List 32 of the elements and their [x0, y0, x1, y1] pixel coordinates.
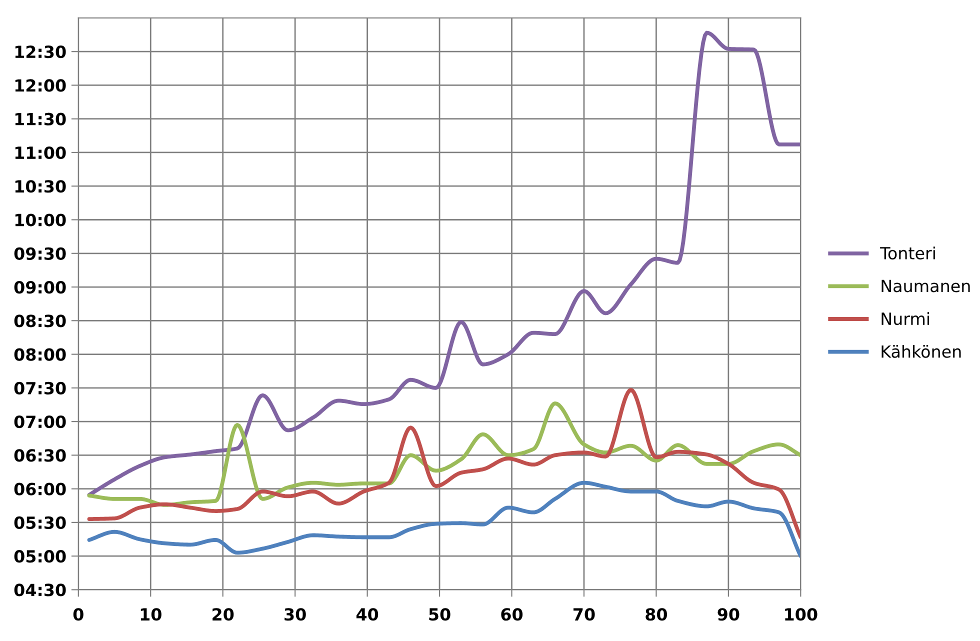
x-tick-label: 30: [284, 608, 306, 621]
y-tick-label: 10:30: [15, 180, 66, 193]
y-tick-label: 09:00: [14, 280, 66, 294]
x-tick-label: 90: [718, 608, 740, 621]
y-tick-label: 07:30: [14, 382, 66, 394]
x-tick-label: 10: [140, 608, 162, 621]
y-tick-label: 06:00: [14, 482, 66, 496]
legend-label: Nurmi: [882, 312, 929, 326]
y-tick-label: 04:30: [14, 584, 66, 596]
legend-label: Kähkönen: [882, 344, 961, 358]
y-tick-label: 07:00: [14, 416, 66, 428]
x-tick-label: 0: [73, 608, 84, 621]
y-tick-label: 08:30: [14, 314, 66, 328]
y-tick-label: 12:30: [15, 46, 66, 58]
y-tick-label: 11:00: [15, 146, 66, 160]
legend-label: Tonteri: [880, 246, 935, 260]
y-tick-label: 09:30: [14, 247, 66, 260]
y-tick-label: 06:30: [14, 449, 66, 462]
y-tick-label: 12:00: [15, 79, 66, 92]
x-tick-label: 80: [646, 608, 668, 621]
x-tick-label: 40: [356, 608, 378, 621]
legend-label: Naumanen: [882, 280, 970, 292]
y-tick-label: 05:00: [14, 550, 66, 563]
x-tick-label: 60: [501, 608, 523, 621]
x-tick-label: 50: [429, 608, 450, 621]
y-tick-label: 08:00: [14, 348, 66, 361]
y-tick-label: 10:00: [15, 214, 66, 226]
x-tick-label: 20: [212, 608, 234, 621]
y-tick-label: 05:30: [14, 516, 66, 530]
x-tick-label: 100: [785, 608, 818, 621]
x-tick-label: 70: [574, 608, 595, 621]
y-tick-label: 11:30: [15, 112, 66, 126]
